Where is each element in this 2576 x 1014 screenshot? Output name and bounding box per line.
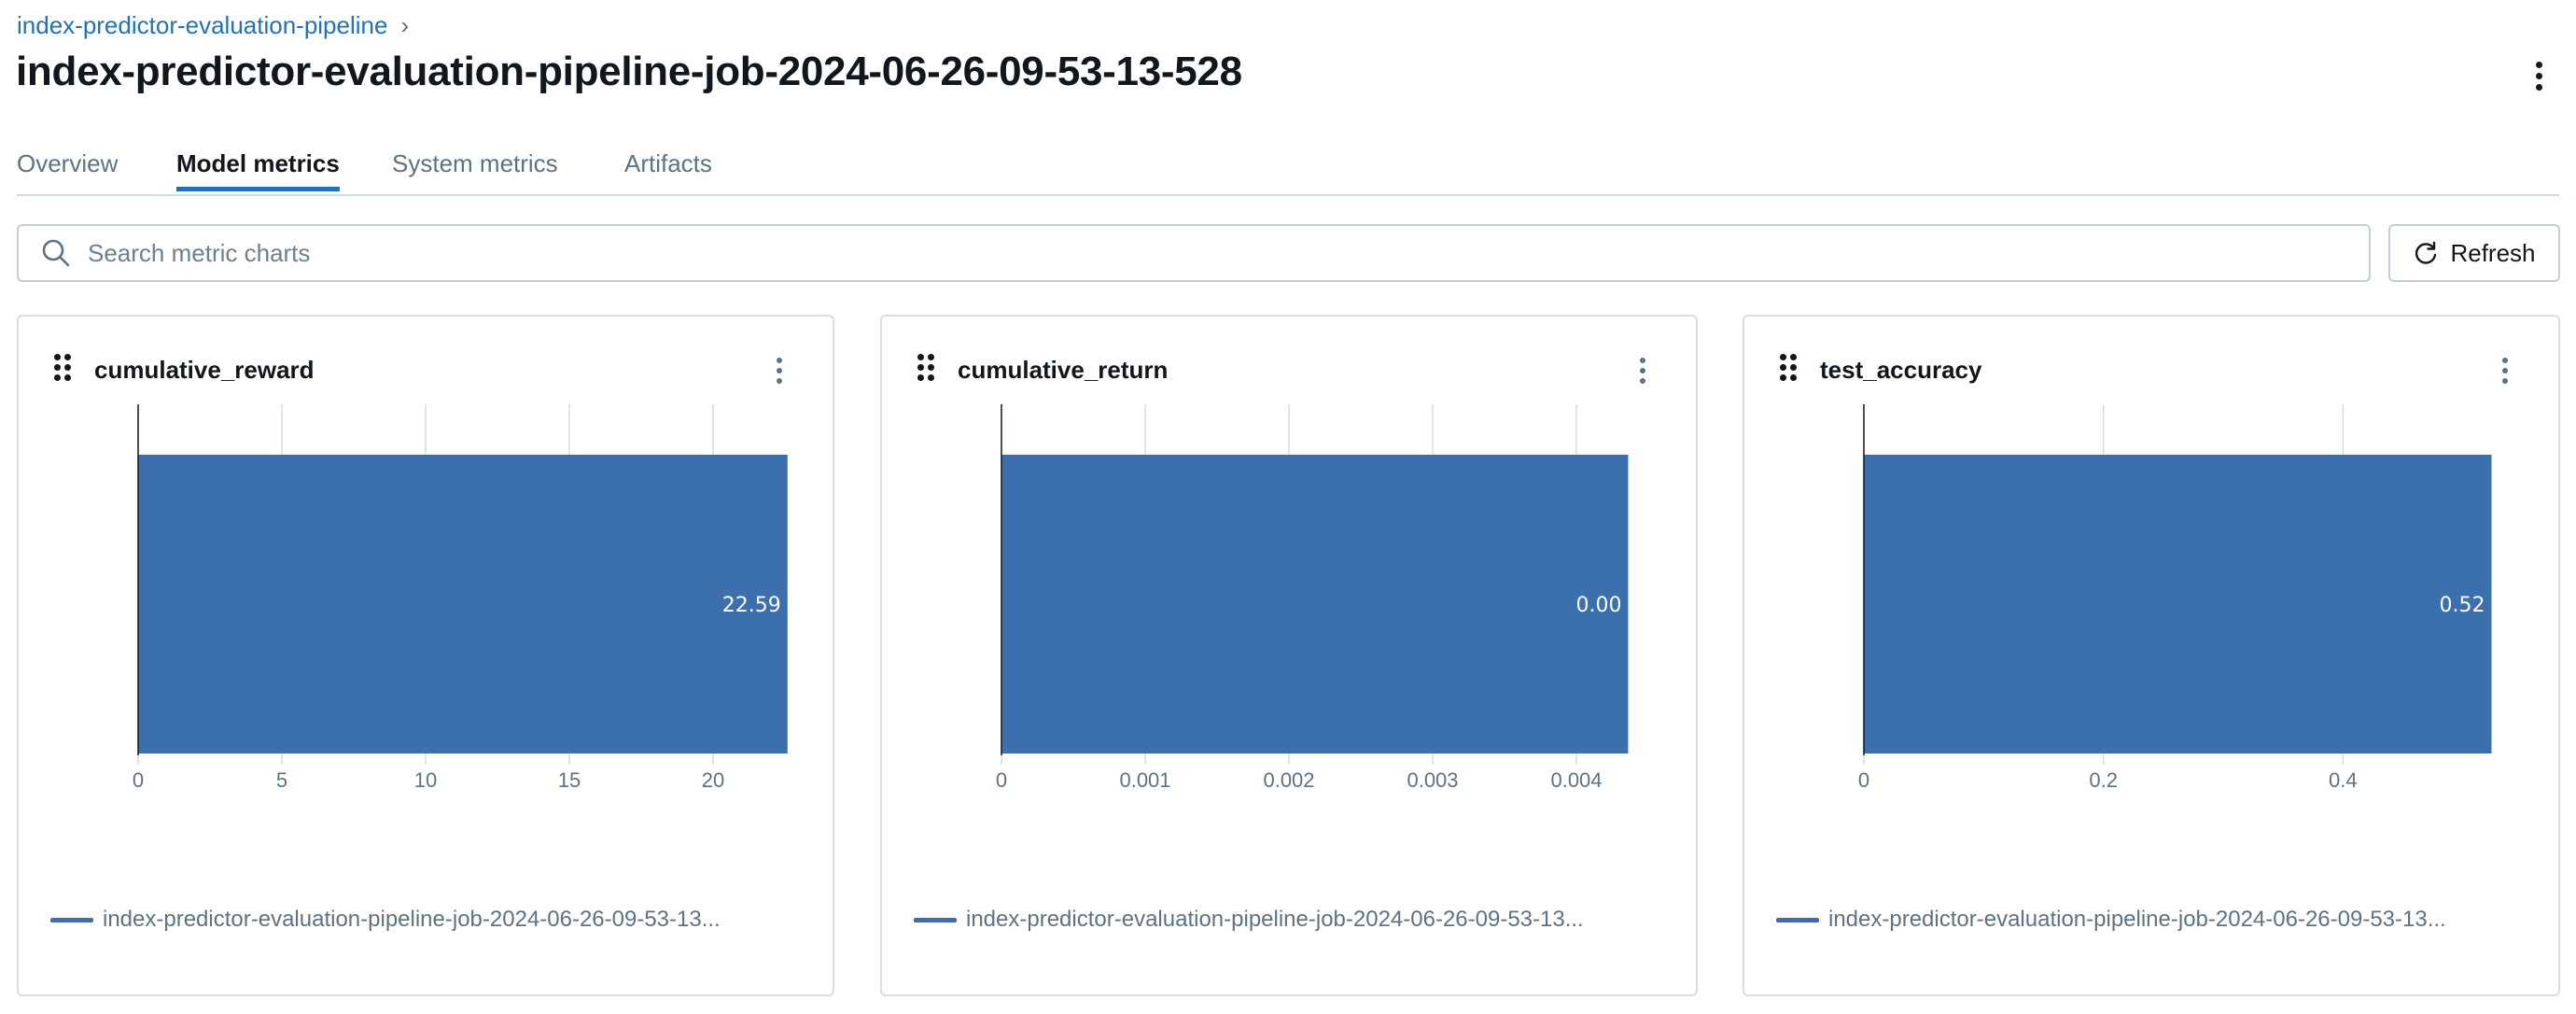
tick-label: 0.2 — [2089, 768, 2118, 792]
chart-legend: index-predictor-evaluation-pipeline-job-… — [50, 907, 721, 933]
metric-card-test-accuracy: test_accuracy 0 0.2 0.4 0.52 index-predicto… — [1743, 315, 2560, 996]
data-label: 22.59 — [722, 594, 781, 617]
tick-label: 0 — [1858, 768, 1869, 792]
legend-label: index-predictor-evaluation-pipeline-job-… — [1828, 907, 2446, 932]
drag-handle-icon[interactable] — [1780, 354, 1797, 382]
tick-label: 0.003 — [1407, 768, 1458, 792]
drag-handle-icon[interactable] — [917, 354, 934, 382]
search-icon — [42, 239, 70, 267]
card-title: test_accuracy — [1820, 356, 1982, 384]
tick-label: 20 — [702, 768, 724, 792]
tab-system-metrics[interactable]: System metrics — [392, 149, 558, 177]
tick-label: 0.002 — [1263, 768, 1314, 792]
refresh-button-label: Refresh — [2450, 238, 2536, 267]
card-more-options-icon[interactable] — [1636, 356, 1649, 386]
bar-chart: 0 0.2 0.4 0.52 — [1858, 404, 2492, 792]
search-box — [17, 224, 2371, 282]
chart-legend: index-predictor-evaluation-pipeline-job-… — [914, 907, 1584, 933]
legend-swatch — [50, 917, 93, 922]
drag-handle-icon[interactable] — [54, 354, 71, 382]
legend-swatch — [914, 917, 957, 922]
tab-artifacts[interactable]: Artifacts — [624, 149, 712, 177]
data-label: 0.00 — [1575, 594, 1621, 617]
bar — [1864, 455, 2492, 753]
bar-chart: 0 0.001 0.002 0.003 0.004 0.00 — [996, 404, 1629, 792]
tick-label: 0.4 — [2329, 768, 2358, 792]
legend-swatch — [1776, 917, 1819, 922]
tab-overview[interactable]: Overview — [17, 149, 119, 177]
tick-label: 0.004 — [1550, 768, 1602, 792]
tick-label: 0.001 — [1119, 768, 1170, 792]
tab-model-metrics[interactable]: Model metrics — [176, 149, 340, 191]
tick-label: 15 — [558, 768, 581, 792]
bar-chart: 0 5 10 15 20 22.59 — [133, 404, 788, 792]
tick-label: 10 — [414, 768, 437, 792]
page-title: index-predictor-evaluation-pipeline-job-… — [16, 49, 1242, 94]
tick-label: 0 — [133, 768, 144, 792]
tick-label: 5 — [276, 768, 287, 792]
legend-label: index-predictor-evaluation-pipeline-job-… — [103, 907, 721, 932]
chart-legend: index-predictor-evaluation-pipeline-job-… — [1776, 907, 2446, 933]
breadcrumb: index-predictor-evaluation-pipeline › — [17, 11, 409, 40]
breadcrumb-separator: › — [400, 11, 410, 39]
card-more-options-icon[interactable] — [773, 356, 786, 386]
breadcrumb-parent-link[interactable]: index-predictor-evaluation-pipeline — [17, 11, 388, 39]
card-more-options-icon[interactable] — [2499, 356, 2512, 386]
refresh-button[interactable]: Refresh — [2388, 224, 2560, 282]
data-label: 0.52 — [2439, 594, 2485, 617]
legend-label: index-predictor-evaluation-pipeline-job-… — [966, 907, 1584, 932]
bar — [138, 455, 788, 753]
card-title: cumulative_return — [958, 356, 1169, 384]
metric-card-cumulative-reward: cumulative_reward 0 5 10 15 20 22.59 index-pr… — [17, 315, 834, 996]
search-input[interactable] — [86, 237, 2330, 269]
tab-bar: Overview Model metrics System metrics Ar… — [17, 140, 2559, 196]
metric-card-cumulative-return: cumulative_return 0 0.001 0.002 0.003 0.004 0… — [880, 315, 1698, 996]
page-more-options-icon[interactable] — [2527, 58, 2550, 93]
tick-label: 0 — [996, 768, 1007, 792]
card-title: cumulative_reward — [94, 356, 315, 384]
bar — [1001, 455, 1629, 753]
refresh-icon — [2415, 241, 2437, 264]
